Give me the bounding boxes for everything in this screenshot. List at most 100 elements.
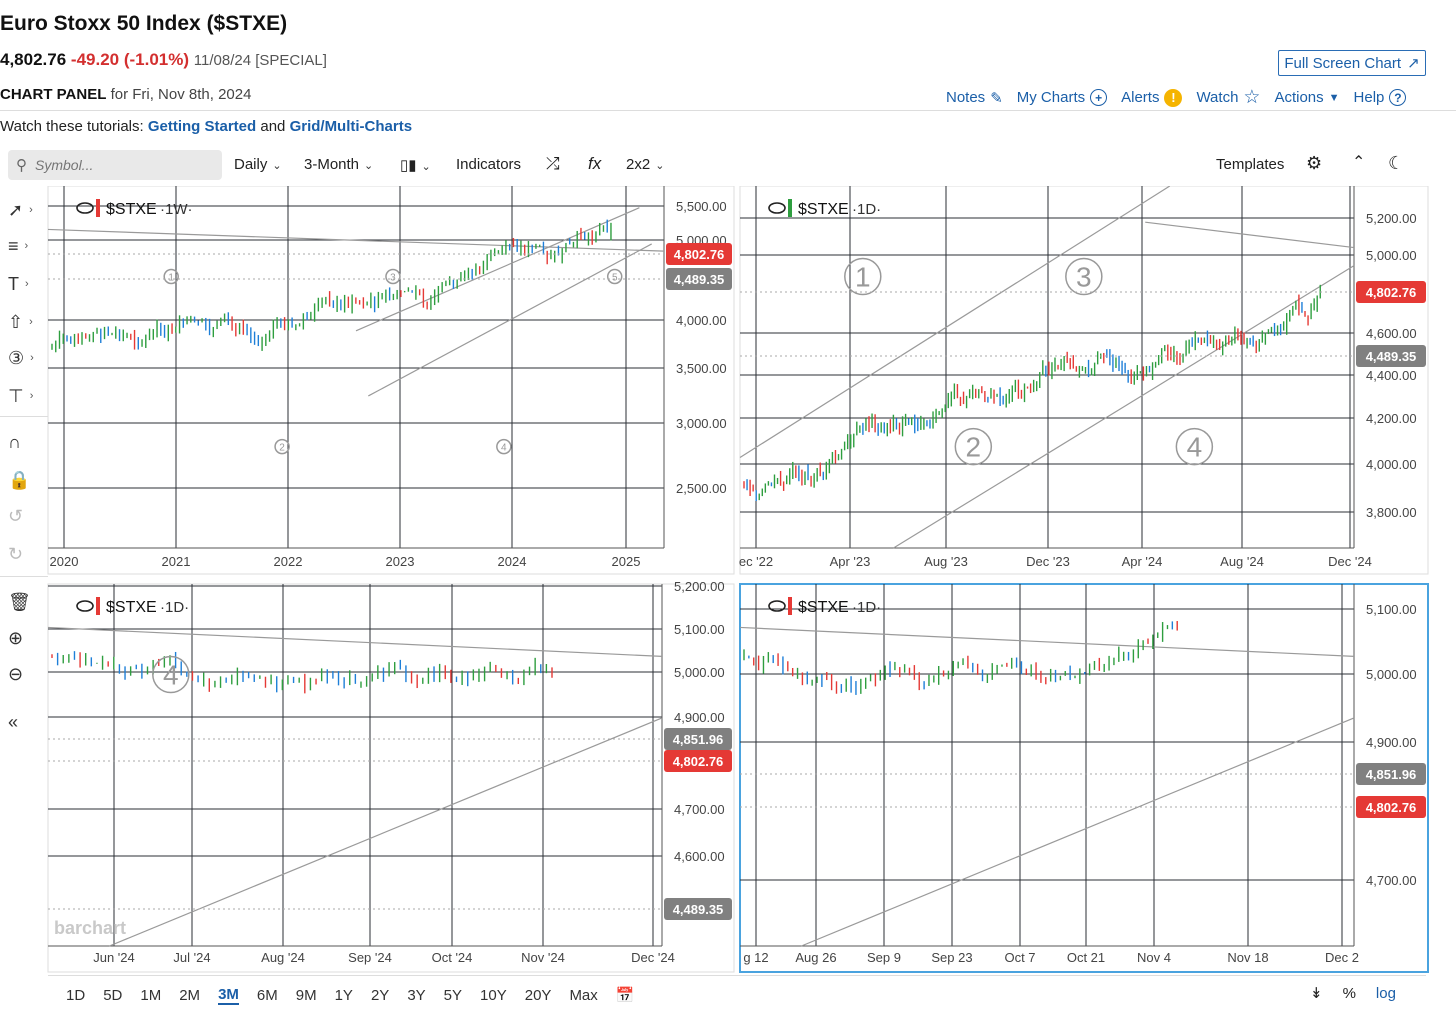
symbol-input[interactable] (35, 157, 195, 173)
range-3m[interactable]: 3M (218, 985, 239, 1005)
y-tick-label: 4,000.00 (1366, 457, 1417, 472)
legend-color-bar (96, 199, 100, 217)
fib-tool[interactable]: ≡ › (8, 232, 44, 260)
undo-icon: ↺ (8, 505, 24, 526)
eye-icon[interactable] (76, 600, 94, 612)
scale-controls: ↡ % log (1310, 984, 1396, 1003)
period-select[interactable]: 3-Month ⌄ (304, 156, 373, 173)
range-5y[interactable]: 5Y (443, 986, 463, 1004)
log-toggle[interactable]: log (1375, 984, 1396, 1002)
alerts-label: Alerts (1121, 89, 1160, 106)
help-label: Help (1353, 89, 1385, 106)
range-20y[interactable]: 20Y (524, 986, 552, 1004)
y-tick-label: 5,000.00 (1366, 667, 1417, 682)
range-max[interactable]: Max (569, 986, 598, 1004)
actions-menu[interactable]: Actions ▼ (1274, 86, 1339, 109)
quote-line: 4,802.76 -49.20 (-1.01%) 11/08/24 [SPECI… (0, 50, 327, 70)
text-tool[interactable]: T › (8, 270, 44, 298)
wave-circle (496, 438, 512, 455)
measure-tool[interactable]: ⊤ › (8, 382, 44, 410)
range-5d[interactable]: 5D (103, 986, 123, 1004)
gear-icon[interactable]: ⚙ (1306, 153, 1323, 173)
help-link[interactable]: Help? (1354, 86, 1407, 109)
bar-type-select[interactable]: ▯▮ ⌄ (400, 156, 431, 174)
chevron-right-icon: › (29, 204, 33, 216)
shuffle-icon[interactable]: ⤮ (546, 154, 560, 173)
eye-icon[interactable] (76, 202, 94, 214)
range-10y[interactable]: 10Y (480, 986, 507, 1004)
trend-line (47, 626, 663, 657)
zoom-in-button[interactable]: ⊕ (8, 624, 44, 652)
getting-started-link[interactable]: Getting Started (147, 118, 257, 135)
x-tick-label: 2023 (386, 554, 415, 569)
my-charts-link[interactable]: My Charts + (1017, 86, 1108, 109)
quote-meta: 11/08/24 [SPECIAL] (193, 52, 327, 69)
magnet-tool[interactable]: ∩ (8, 428, 44, 456)
zoom-out-button[interactable]: ⊖ (8, 660, 44, 688)
redo-button[interactable]: ↻ (8, 540, 44, 568)
range-3y[interactable]: 3Y (407, 986, 426, 1004)
calendar-icon[interactable]: 📅 (615, 987, 635, 1004)
question-icon: ? (1389, 89, 1407, 106)
y-tick-label: 5,500.00 (676, 199, 727, 214)
y-tick-label: 4,600.00 (1366, 326, 1417, 341)
notes-link[interactable]: Notes ✎ (946, 86, 1003, 109)
legend-interval: ·1W· (160, 201, 193, 218)
templates-button[interactable]: Templates (1216, 156, 1285, 173)
double-chevron-down-icon[interactable]: ↡ (1310, 985, 1323, 1002)
collapse-icon[interactable]: ⌃ (1352, 154, 1366, 171)
eye-icon[interactable] (768, 202, 786, 214)
delete-button[interactable]: 🗑 (8, 588, 44, 616)
divider (0, 416, 48, 417)
period-label: 3-Month (304, 156, 360, 173)
interval-label: Daily (234, 156, 268, 173)
chart-panel-tr[interactable]: 5,200.00 5,000.00 4,600.00 4,400.00 4,200.00… (739, 186, 1429, 575)
wave-tool[interactable]: ③ › (8, 344, 44, 372)
range-1y[interactable]: 1Y (334, 986, 353, 1004)
symbol-search[interactable]: ⚲ (8, 150, 222, 180)
indicators-button[interactable]: Indicators (456, 156, 522, 173)
eye-icon[interactable] (768, 600, 786, 612)
y-tick-label: 2,500.00 (676, 481, 727, 496)
y-tick-label: 4,900.00 (674, 710, 725, 725)
zoom-out-icon: ⊖ (8, 663, 24, 684)
watch-label: Watch (1196, 89, 1239, 106)
chart-panel-tl[interactable]: 5,500.005,000.004,000.003,500.003,000.00… (47, 186, 735, 575)
interval-select[interactable]: Daily ⌄ (234, 156, 282, 173)
line-tool[interactable]: ➚ › (8, 196, 44, 224)
legend-symbol: $STXE (798, 201, 849, 218)
chart-grid[interactable]: 5,500.00 5,000.00 4,000.00 3,500.00 3,000.00… (0, 186, 1440, 976)
price-tag-label: 4,802.76 (1366, 285, 1417, 300)
dark-mode-icon[interactable]: ☾ (1388, 153, 1405, 173)
trend-line (739, 186, 1171, 459)
chevron-right-icon: › (29, 316, 33, 328)
alerts-link[interactable]: Alerts! (1121, 86, 1183, 109)
grid-select[interactable]: 2x2 ⌄ (626, 156, 664, 173)
chart-panel-br[interactable]: 5,100.00 5,000.00 4,900.00 4,700.00 g 12 Aug … (739, 583, 1429, 973)
watch-link[interactable]: Watch ☆ (1196, 86, 1260, 109)
range-2m[interactable]: 2M (179, 986, 201, 1004)
chart-frame (739, 583, 1429, 973)
range-2y[interactable]: 2Y (370, 986, 390, 1004)
range-6m[interactable]: 6M (256, 986, 278, 1004)
fx-button[interactable]: fx (588, 154, 602, 173)
y-tick-label: 5,100.00 (674, 622, 725, 637)
wave-circle (1175, 427, 1214, 466)
wave-circle (954, 427, 993, 466)
chevron-right-icon: › (30, 352, 34, 364)
range-1m[interactable]: 1M (140, 986, 162, 1004)
percent-toggle[interactable]: % (1342, 984, 1356, 1002)
collapse-tools-button[interactable]: « (8, 708, 44, 736)
full-screen-chart-button[interactable]: Full Screen Chart ↗ (1278, 50, 1426, 76)
chart-toolbar: ⚲ Daily ⌄ 3-Month ⌄ ▯▮ ⌄ Indicators ⤮ fx 2x… (0, 146, 1456, 184)
chart-panel-bl[interactable]: 5,200.00 5,100.00 5,000.00 4,900.00 4,700.00… (47, 579, 735, 973)
lock-tool[interactable]: 🔒 (8, 466, 44, 494)
wave-label: 4 (501, 443, 507, 454)
grid-multi-charts-link[interactable]: Grid/Multi-Charts (289, 118, 413, 135)
wave-circle (385, 268, 401, 285)
undo-button[interactable]: ↺ (8, 502, 44, 530)
trend-line (1145, 221, 1355, 249)
range-9m[interactable]: 9M (295, 986, 317, 1004)
range-1d[interactable]: 1D (66, 986, 86, 1004)
shape-tool[interactable]: ⇧ › (8, 308, 44, 336)
